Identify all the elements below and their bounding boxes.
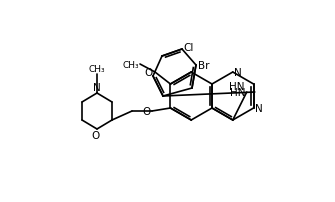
Text: CH₃: CH₃: [89, 65, 105, 74]
Text: HN: HN: [229, 82, 245, 92]
Text: N: N: [93, 83, 101, 93]
Text: CH₃: CH₃: [122, 60, 139, 69]
Text: Cl: Cl: [183, 43, 193, 53]
Text: N: N: [234, 68, 242, 78]
Text: O: O: [145, 68, 153, 78]
Text: O: O: [143, 106, 151, 116]
Text: Br: Br: [198, 61, 209, 71]
Text: HN: HN: [230, 87, 246, 98]
Text: O: O: [91, 130, 99, 140]
Text: N: N: [255, 103, 262, 114]
